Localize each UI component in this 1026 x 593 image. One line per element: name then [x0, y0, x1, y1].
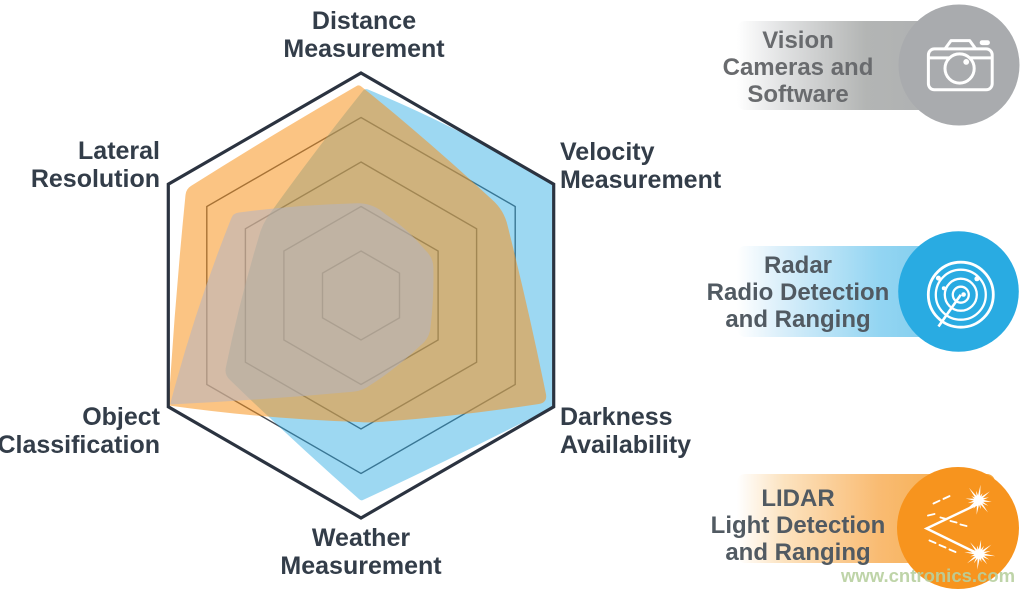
svg-text:Resolution: Resolution	[31, 165, 160, 193]
svg-text:Radio Detection: Radio Detection	[707, 279, 890, 306]
svg-text:Vision: Vision	[762, 27, 834, 54]
svg-text:Software: Software	[747, 81, 848, 108]
svg-text:Weather: Weather	[312, 524, 410, 552]
svg-text:Object: Object	[82, 403, 160, 431]
svg-text:Availability: Availability	[560, 431, 691, 459]
svg-text:Lateral: Lateral	[78, 137, 160, 165]
svg-text:www.cntronics.com: www.cntronics.com	[840, 565, 1015, 586]
svg-text:Distance: Distance	[312, 7, 416, 35]
svg-text:Measurement: Measurement	[283, 35, 445, 63]
svg-text:Light Detection: Light Detection	[711, 512, 886, 539]
svg-text:LIDAR: LIDAR	[761, 485, 834, 512]
svg-text:Measurement: Measurement	[560, 166, 722, 194]
svg-text:Velocity: Velocity	[560, 138, 655, 166]
svg-text:and Ranging: and Ranging	[725, 306, 870, 333]
svg-text:Cameras and: Cameras and	[723, 54, 874, 81]
svg-text:Classification: Classification	[0, 431, 160, 459]
svg-text:Measurement: Measurement	[280, 552, 442, 580]
svg-text:Darkness: Darkness	[560, 403, 673, 431]
svg-text:Radar: Radar	[764, 252, 832, 279]
svg-text:and Ranging: and Ranging	[725, 539, 870, 566]
